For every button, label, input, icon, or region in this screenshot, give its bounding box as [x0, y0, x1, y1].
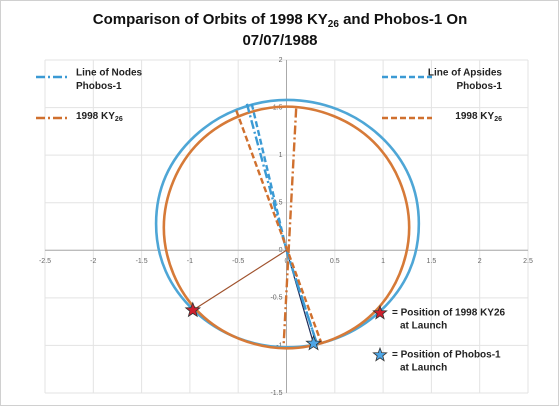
x-tick-label: 1.5 — [427, 258, 437, 265]
chart-title: 07/07/1988 — [242, 32, 317, 49]
y-tick-label: 1 — [279, 152, 283, 159]
legend-title: Line of Apsides — [428, 68, 503, 79]
legend-label: = Position of Phobos-1 — [392, 350, 501, 361]
orbit-line — [250, 103, 319, 346]
legend-star — [372, 304, 388, 320]
legend-name: Phobos-1 — [76, 81, 122, 92]
x-tick-label: -2.5 — [39, 258, 51, 265]
position-marker — [184, 301, 201, 318]
legend-title: Line of Nodes — [76, 68, 143, 79]
x-tick-label: 2 — [478, 258, 482, 265]
y-tick-label: -1.5 — [270, 390, 282, 397]
legend-label: 1998 KY26 — [455, 111, 502, 123]
x-tick-label: 1 — [381, 258, 385, 265]
orbit-line — [235, 110, 324, 346]
legend-label: at Launch — [400, 363, 447, 374]
legend-label: at Launch — [400, 321, 447, 332]
title-subscript: 26 — [328, 19, 340, 30]
x-tick-label: 0.5 — [330, 258, 340, 265]
position-marker — [305, 334, 322, 351]
chart-title: Comparison of Orbits of 1998 KY26 and Ph… — [93, 11, 468, 30]
x-tick-label: -0.5 — [232, 258, 244, 265]
legend-label: Phobos-1 — [76, 81, 122, 92]
legend-subscript: 26 — [494, 116, 502, 123]
title-text: 07/07/1988 — [242, 32, 317, 49]
connector-line — [192, 249, 287, 311]
x-tick-label: -2 — [90, 258, 96, 265]
y-tick-label: -1 — [276, 342, 282, 349]
x-tick-label: -1.5 — [136, 258, 148, 265]
legend-name: Phobos-1 — [456, 81, 502, 92]
x-tick-label: -1 — [187, 258, 193, 265]
orbit-line — [282, 108, 298, 346]
y-tick-label: 0.5 — [273, 200, 283, 207]
legend-star — [372, 346, 388, 362]
legend-name: 1998 KY — [455, 111, 494, 122]
title-text: Comparison of Orbits of 1998 KY — [93, 11, 328, 28]
legend-label: Phobos-1 — [456, 81, 502, 92]
legend-subscript: 26 — [115, 116, 123, 123]
x-tick-label: 2.5 — [523, 258, 533, 265]
y-tick-label: 2 — [279, 57, 283, 64]
legend-name: 1998 KY — [76, 111, 115, 122]
legend-label: = Position of 1998 KY26 — [392, 308, 506, 319]
title-text: and Phobos-1 On — [339, 11, 467, 28]
y-tick-label: -0.5 — [270, 295, 282, 302]
orbit — [162, 105, 411, 350]
legend-label: 1998 KY26 — [76, 111, 123, 123]
